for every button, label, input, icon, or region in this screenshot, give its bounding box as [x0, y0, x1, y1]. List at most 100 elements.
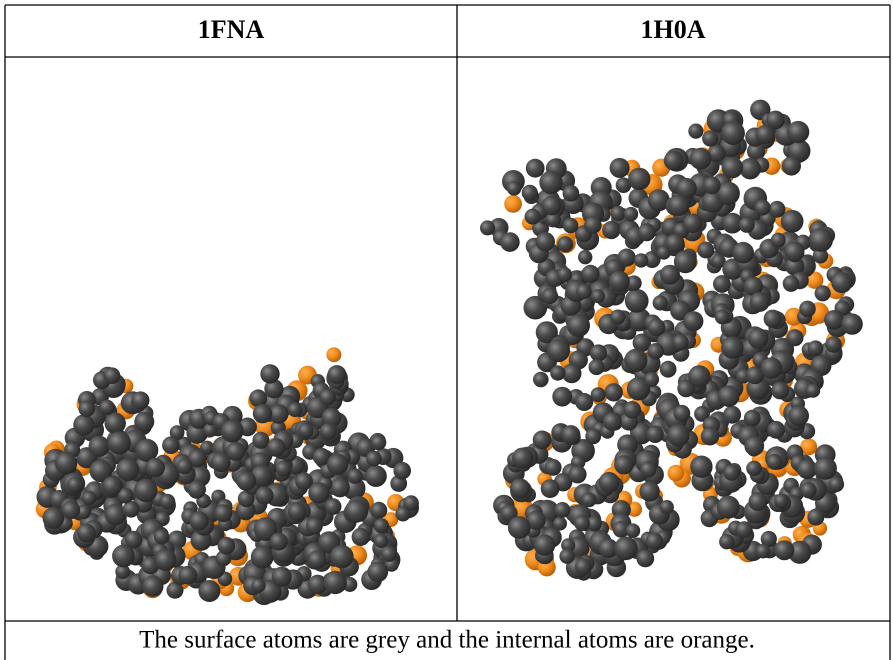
atom — [785, 256, 805, 276]
atom — [330, 477, 350, 498]
atom — [603, 412, 622, 431]
atom — [275, 460, 292, 477]
atom — [707, 144, 726, 163]
molecule-image — [35, 347, 419, 606]
atom — [550, 365, 566, 381]
atom — [540, 479, 560, 498]
atom — [500, 232, 520, 252]
atom — [656, 245, 671, 260]
atom — [624, 348, 648, 372]
atom — [841, 313, 863, 335]
atom — [652, 295, 668, 311]
atom — [373, 518, 389, 534]
atom — [722, 212, 743, 234]
atom — [665, 233, 685, 253]
atom — [511, 447, 534, 469]
atom — [784, 241, 805, 262]
atom — [807, 508, 825, 526]
atom — [690, 455, 713, 478]
atom — [716, 495, 740, 519]
atom — [689, 147, 712, 170]
atom — [287, 402, 303, 418]
atom — [673, 404, 691, 422]
atom — [632, 333, 651, 352]
caption: The surface atoms are grey and the inter… — [139, 627, 755, 654]
atom — [824, 310, 844, 330]
atom — [308, 482, 330, 504]
atom — [103, 367, 121, 385]
atom — [800, 438, 818, 456]
atom — [561, 363, 582, 384]
atom — [647, 318, 666, 337]
atom — [327, 365, 347, 385]
atom — [766, 453, 783, 470]
atom — [306, 517, 323, 535]
atom — [500, 504, 518, 522]
atom — [697, 241, 715, 259]
atom — [187, 480, 206, 499]
atom — [116, 458, 140, 482]
atom — [574, 515, 590, 531]
atom — [774, 540, 795, 561]
atom — [676, 177, 697, 199]
atom — [809, 228, 833, 252]
atom — [154, 549, 177, 571]
atom — [321, 407, 342, 428]
atom — [236, 471, 257, 491]
atom — [134, 478, 158, 503]
atom — [61, 500, 81, 520]
atom — [557, 236, 574, 253]
atom — [312, 447, 331, 466]
atom — [562, 184, 580, 202]
atom — [552, 386, 573, 407]
atom — [307, 574, 328, 595]
atom — [347, 468, 363, 484]
atom — [507, 516, 531, 539]
atom — [763, 309, 782, 328]
atom — [210, 452, 231, 473]
atom — [266, 438, 286, 457]
atom — [755, 543, 771, 559]
atom — [323, 570, 347, 595]
atom — [602, 221, 621, 240]
atom — [480, 220, 495, 236]
atom — [271, 566, 292, 587]
atom — [588, 359, 605, 376]
atom — [732, 241, 754, 264]
atom — [612, 520, 630, 538]
atom — [717, 385, 740, 408]
atom — [748, 492, 768, 511]
atom — [780, 209, 804, 233]
atom — [403, 495, 419, 511]
atom — [719, 534, 735, 550]
atom — [581, 492, 597, 508]
atom — [626, 275, 642, 291]
atom — [237, 490, 255, 508]
atom — [626, 501, 643, 517]
atom — [787, 120, 810, 144]
atom — [659, 360, 677, 378]
atom — [766, 110, 785, 130]
atom — [166, 581, 184, 599]
atom — [623, 401, 642, 419]
atom — [269, 532, 288, 551]
atom — [749, 291, 770, 312]
atom — [324, 498, 342, 515]
atom — [214, 504, 233, 523]
atom — [711, 254, 726, 269]
atom — [615, 177, 632, 193]
atom — [82, 490, 97, 506]
atom — [614, 455, 634, 475]
atom — [767, 420, 786, 439]
atom — [608, 270, 630, 292]
atom — [703, 176, 721, 195]
atom — [614, 536, 638, 561]
atom — [307, 550, 327, 570]
atom — [786, 329, 804, 347]
atom — [586, 515, 602, 532]
atom — [814, 456, 837, 480]
atom — [576, 283, 592, 299]
atom — [770, 232, 786, 248]
atom — [255, 486, 274, 505]
